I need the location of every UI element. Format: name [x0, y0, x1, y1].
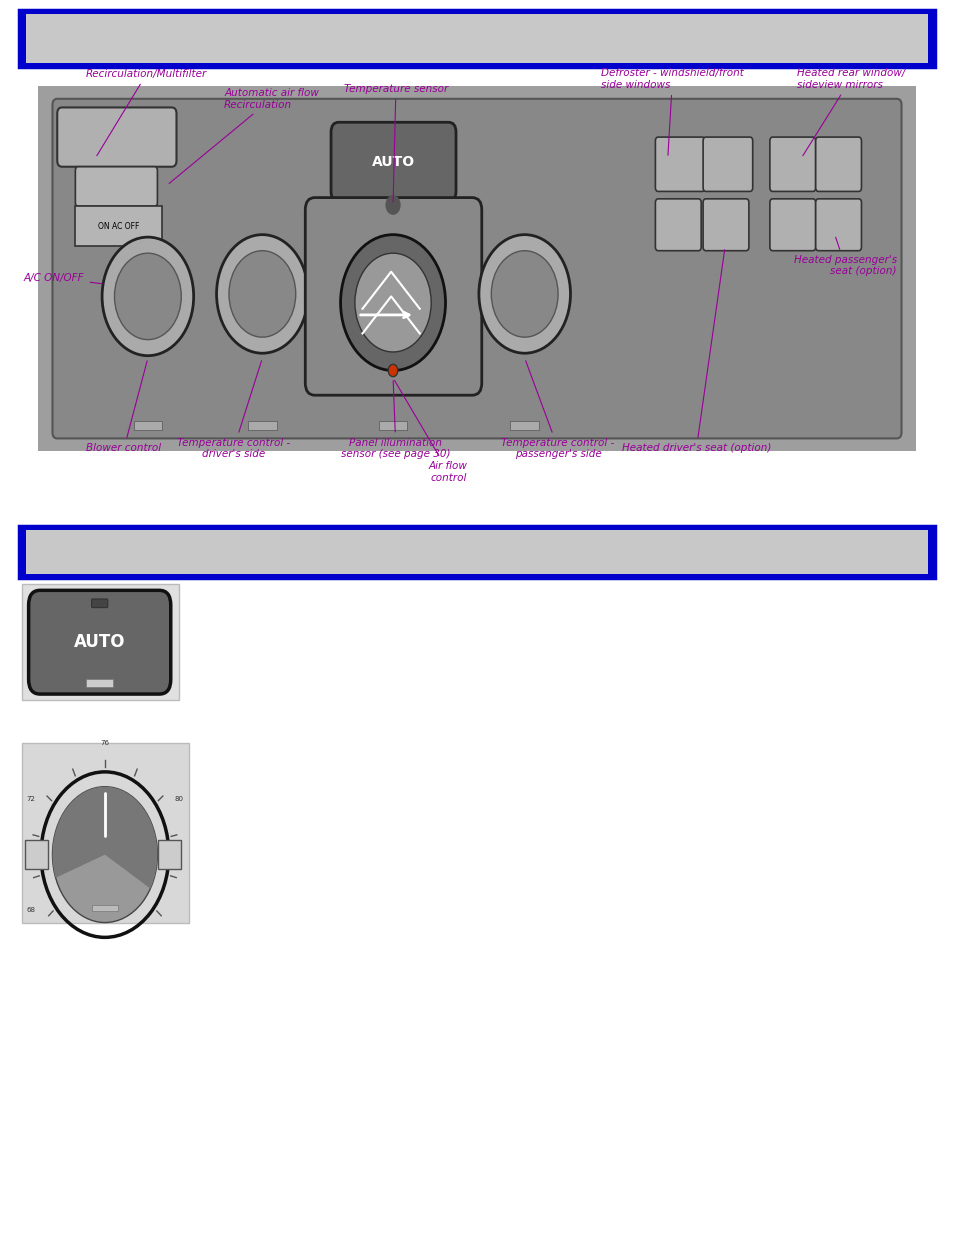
FancyBboxPatch shape [655, 199, 700, 251]
Text: Heated driver's seat (option): Heated driver's seat (option) [621, 249, 770, 453]
FancyBboxPatch shape [52, 99, 901, 438]
FancyBboxPatch shape [29, 590, 171, 694]
Text: 68: 68 [26, 908, 35, 913]
FancyBboxPatch shape [158, 840, 181, 869]
FancyBboxPatch shape [248, 421, 276, 430]
Text: Blower control: Blower control [87, 361, 161, 453]
Circle shape [216, 235, 308, 353]
Text: Recirculation/Multifilter: Recirculation/Multifilter [86, 69, 207, 156]
FancyBboxPatch shape [378, 421, 407, 430]
FancyBboxPatch shape [91, 905, 118, 911]
FancyBboxPatch shape [26, 14, 927, 63]
FancyBboxPatch shape [86, 679, 112, 687]
FancyBboxPatch shape [75, 167, 157, 206]
Text: Temperature control -
driver's side: Temperature control - driver's side [177, 361, 290, 459]
Text: AUTO: AUTO [73, 634, 125, 651]
FancyBboxPatch shape [510, 421, 538, 430]
FancyBboxPatch shape [19, 10, 934, 67]
FancyBboxPatch shape [769, 137, 815, 191]
Circle shape [114, 253, 181, 340]
FancyBboxPatch shape [26, 530, 927, 574]
FancyBboxPatch shape [702, 199, 748, 251]
FancyBboxPatch shape [702, 137, 752, 191]
FancyBboxPatch shape [22, 584, 179, 700]
FancyBboxPatch shape [57, 107, 176, 167]
Text: 76: 76 [100, 741, 110, 746]
Text: Defroster - windshield/front
side windows: Defroster - windshield/front side window… [600, 68, 743, 156]
Circle shape [478, 235, 570, 353]
Text: AUTO: AUTO [371, 154, 415, 169]
FancyBboxPatch shape [815, 137, 861, 191]
Text: Air flow
control: Air flow control [394, 380, 467, 483]
Text: Temperature sensor: Temperature sensor [343, 84, 448, 203]
FancyBboxPatch shape [769, 199, 815, 251]
FancyBboxPatch shape [19, 526, 934, 578]
Text: Heated rear window/
sideview mirrors: Heated rear window/ sideview mirrors [796, 68, 904, 156]
Circle shape [491, 251, 558, 337]
Circle shape [355, 253, 431, 352]
Wedge shape [52, 787, 157, 889]
Circle shape [52, 787, 157, 923]
FancyBboxPatch shape [133, 421, 162, 430]
Text: ON AC OFF: ON AC OFF [97, 221, 139, 231]
Text: 72: 72 [26, 797, 35, 802]
FancyBboxPatch shape [305, 198, 481, 395]
Text: Automatic air flow
Recirculation: Automatic air flow Recirculation [169, 88, 318, 184]
FancyBboxPatch shape [22, 743, 189, 923]
Text: Temperature control -
passenger's side: Temperature control - passenger's side [501, 361, 614, 459]
Text: A/C ON/OFF: A/C ON/OFF [24, 273, 102, 284]
Circle shape [340, 235, 445, 370]
FancyBboxPatch shape [25, 840, 48, 869]
FancyBboxPatch shape [91, 599, 108, 608]
FancyBboxPatch shape [815, 199, 861, 251]
FancyBboxPatch shape [655, 137, 704, 191]
FancyBboxPatch shape [75, 206, 162, 246]
Text: Heated passenger's
seat (option): Heated passenger's seat (option) [793, 237, 896, 277]
Text: 80: 80 [174, 797, 184, 802]
Circle shape [388, 364, 397, 377]
FancyBboxPatch shape [38, 86, 915, 451]
Text: Panel illumination
sensor (see page 30): Panel illumination sensor (see page 30) [341, 380, 450, 459]
Circle shape [229, 251, 295, 337]
FancyBboxPatch shape [331, 122, 456, 201]
Circle shape [102, 237, 193, 356]
Circle shape [385, 195, 400, 215]
